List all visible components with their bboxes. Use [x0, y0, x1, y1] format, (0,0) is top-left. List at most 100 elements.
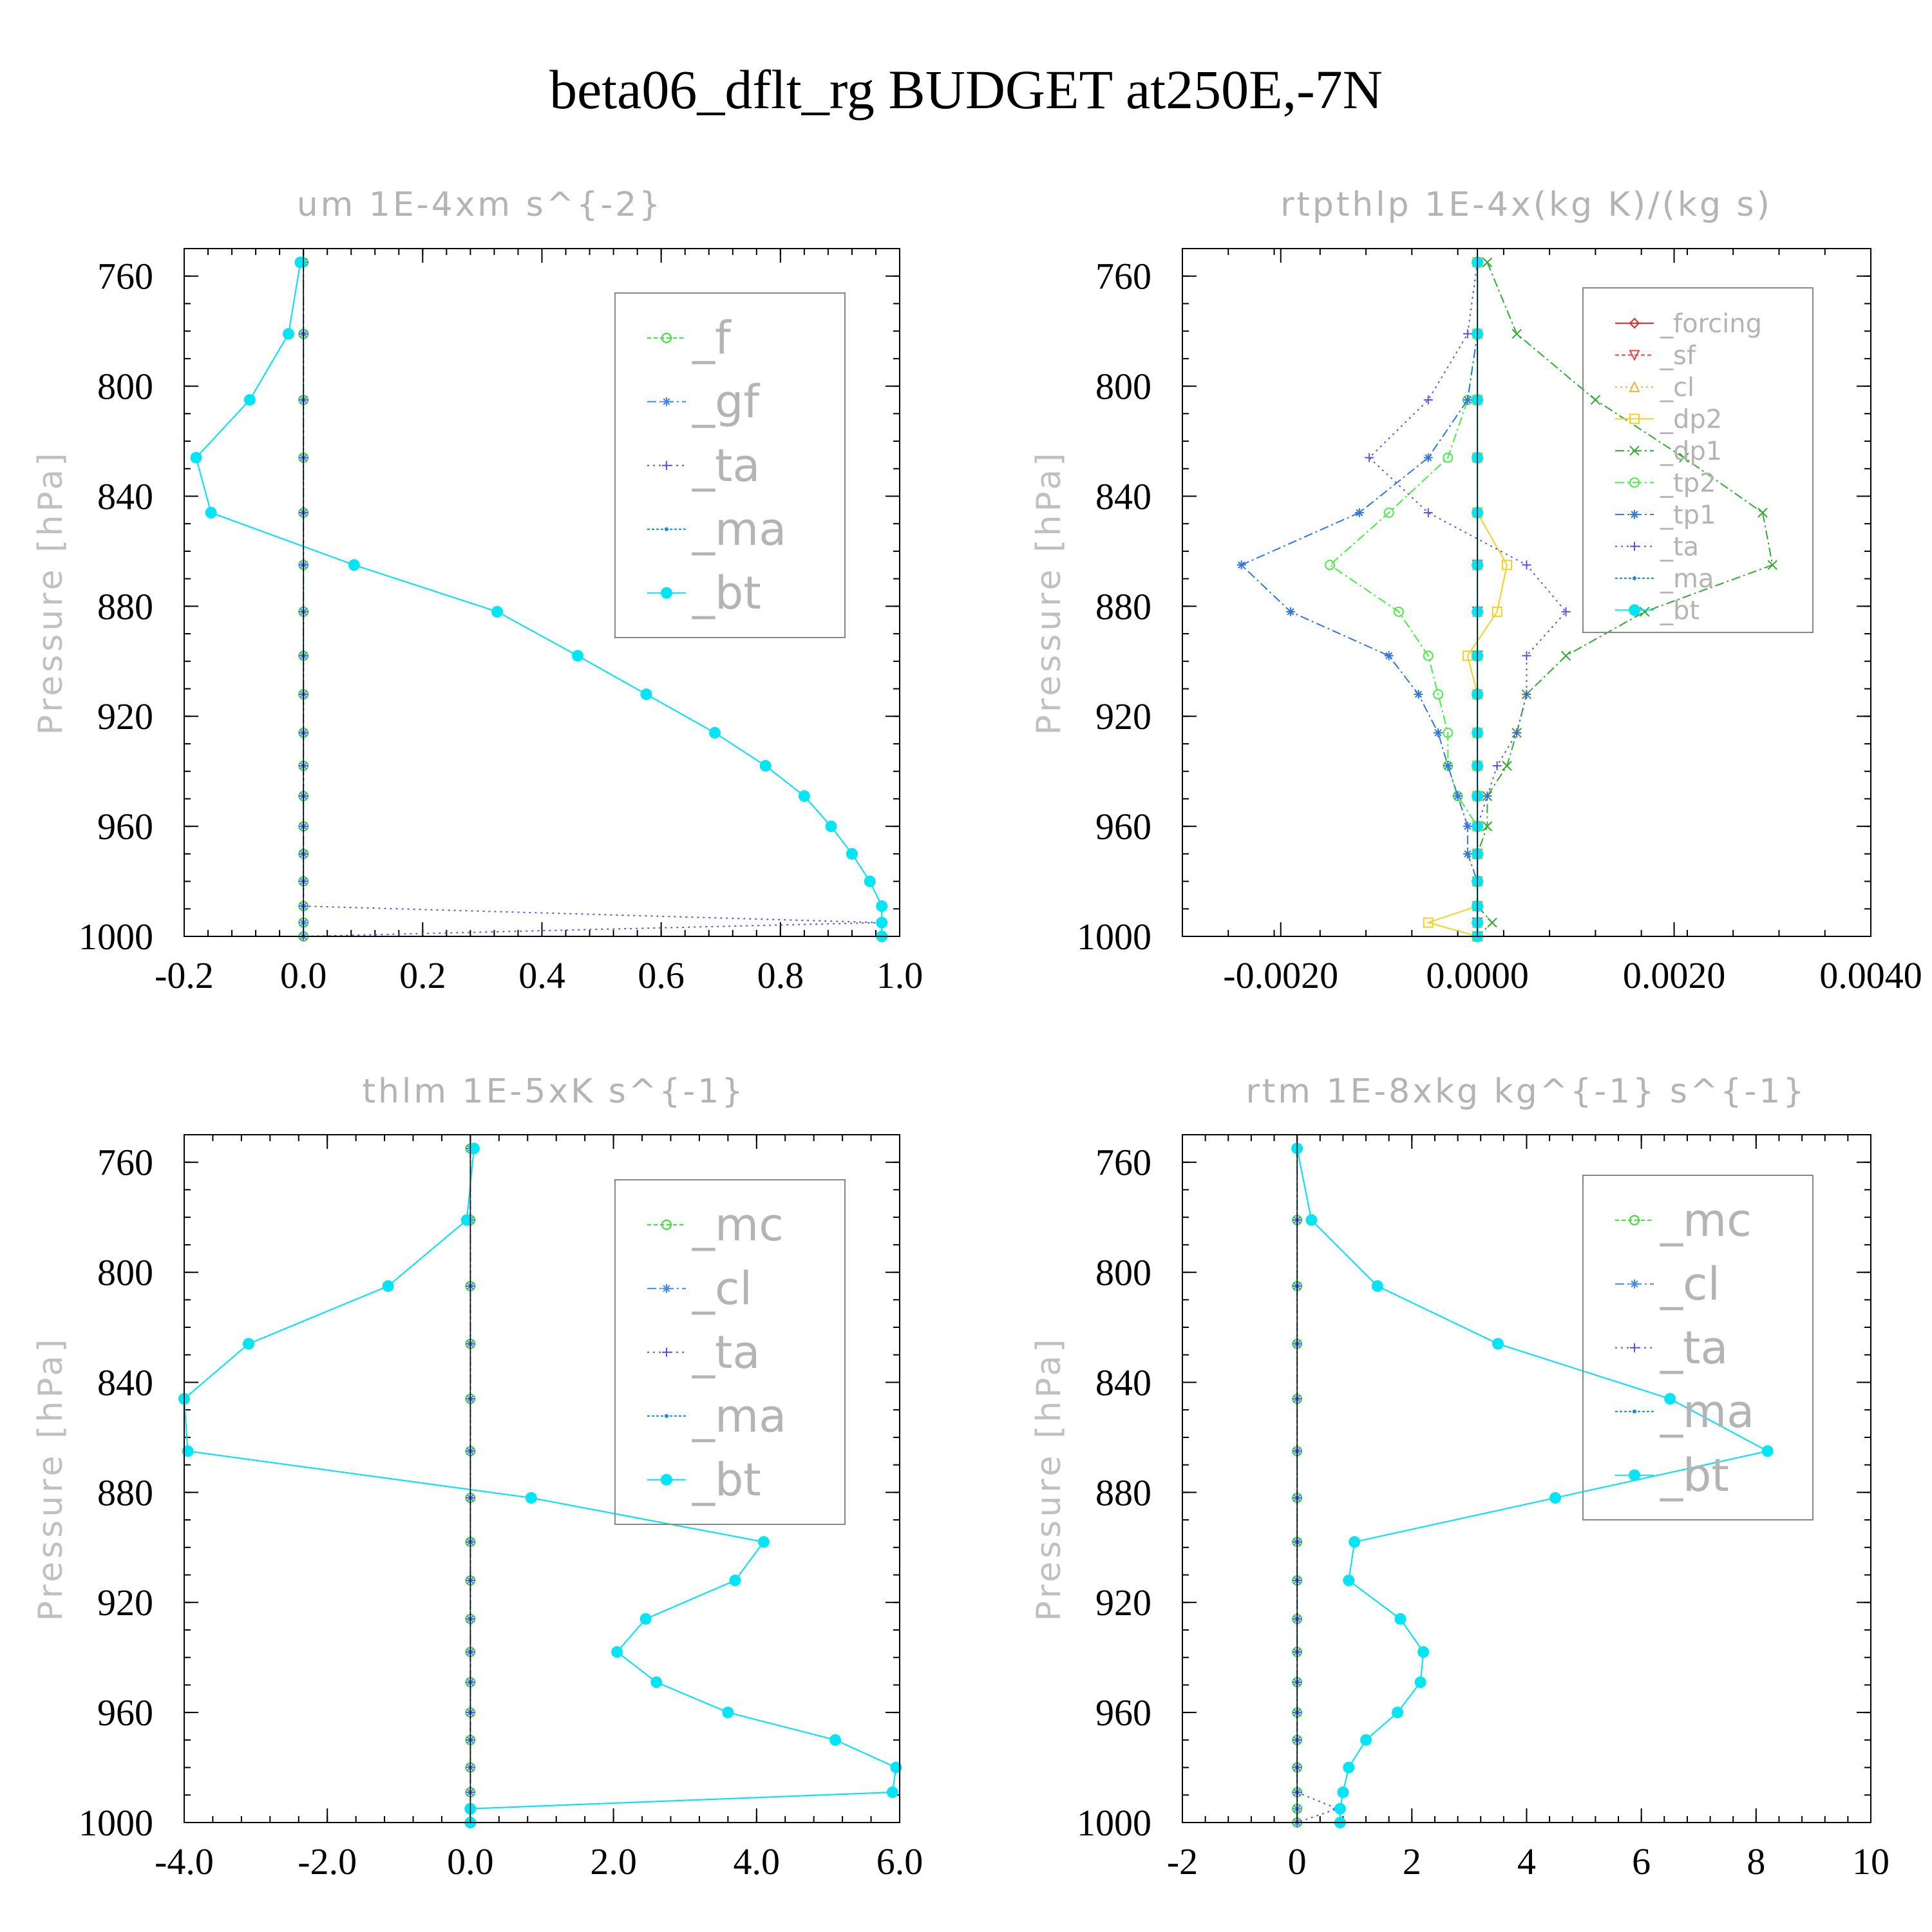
data-point — [1511, 328, 1522, 339]
data-point — [1560, 650, 1571, 661]
data-point — [864, 875, 876, 887]
y-tick-label: 880 — [1095, 1472, 1151, 1513]
x-tick-label: 0.0020 — [1623, 954, 1726, 996]
legend-marker — [665, 527, 668, 531]
panel-title: rtpthlp 1E-4x(kg K)/(kg s) — [1280, 185, 1772, 224]
legend-label: _bt — [1660, 1449, 1729, 1502]
legend-marker — [661, 587, 672, 599]
data-point — [572, 650, 584, 662]
legend-label: _ma — [692, 503, 786, 556]
legend-label: _bt — [692, 567, 761, 620]
legend-label: _cl — [1660, 1258, 1720, 1311]
y-tick-label: 880 — [97, 1472, 153, 1513]
legend: _mc _cl _ta _ma _bt — [614, 1179, 846, 1525]
data-point — [1501, 560, 1512, 571]
y-tick-label: 880 — [1095, 585, 1151, 627]
data-point — [1423, 453, 1433, 462]
data-point — [382, 1280, 394, 1292]
data-point — [1343, 1575, 1355, 1587]
legend-marker — [1629, 350, 1640, 361]
y-tick-label: 800 — [1095, 366, 1151, 408]
data-point — [829, 1734, 842, 1746]
data-point — [1383, 507, 1394, 518]
legend-marker — [1629, 1469, 1640, 1481]
series_bt — [190, 256, 888, 942]
x-tick-label: 0.4 — [518, 954, 565, 996]
legend-label: _cl — [692, 1262, 752, 1315]
x-tick-label: -2.0 — [298, 1841, 357, 1882]
y-tick-label: 840 — [1095, 1361, 1151, 1403]
x-tick-label: 8 — [1747, 1841, 1765, 1882]
y-tick-label: 960 — [1095, 1692, 1151, 1734]
data-point — [1492, 1338, 1504, 1350]
series_ma — [194, 260, 884, 938]
data-point — [1492, 761, 1502, 771]
legend-label: _mc — [1660, 1194, 1752, 1247]
x-tick-label: -0.2 — [155, 954, 214, 996]
data-point — [1417, 1646, 1430, 1658]
data-point — [825, 820, 837, 833]
panel-1: um 1E-4xm s^{-2} Pressure [hPa] -0.2 0.0 0.2… — [32, 185, 923, 996]
data-point — [1664, 1393, 1676, 1405]
legend-marker — [1633, 576, 1636, 580]
data-point — [1337, 1786, 1349, 1799]
data-point — [242, 1338, 254, 1350]
legend-label: _dp2 — [1660, 404, 1722, 434]
data-point — [1443, 727, 1454, 738]
data-point — [1325, 560, 1336, 571]
data-point — [1482, 257, 1493, 268]
x-tick-label: -4.0 — [155, 1841, 214, 1882]
figure-title: beta06_dflt_rg BUDGET at250E,-7N — [549, 59, 1383, 120]
x-tick-label: 10 — [1852, 1841, 1889, 1882]
data-point — [1463, 395, 1472, 404]
data-point — [283, 328, 295, 340]
plot-frame — [1182, 1134, 1871, 1823]
data-point — [1236, 560, 1246, 570]
panels: um 1E-4xm s^{-2} Pressure [hPa] -0.2 0.0 0.2… — [32, 185, 1922, 1882]
data-point — [729, 1575, 741, 1587]
legend-label: _ma — [1660, 564, 1714, 594]
data-point — [886, 1786, 898, 1799]
y-tick-label: 800 — [97, 1252, 153, 1294]
legend-marker — [1629, 317, 1640, 329]
series-line — [195, 262, 883, 936]
plot-frame — [184, 248, 900, 937]
series-line — [1329, 262, 1479, 936]
data-point — [1423, 917, 1434, 928]
y-tick-label: 840 — [97, 475, 153, 517]
data-point — [1423, 650, 1434, 661]
legend-marker — [1629, 413, 1640, 424]
data-point — [1394, 1613, 1406, 1625]
data-point — [1522, 690, 1531, 699]
legend-label: _tp2 — [1660, 468, 1716, 498]
legend-label: _f — [692, 312, 732, 365]
legend-marker — [1629, 446, 1640, 456]
y-tick-label: 760 — [97, 1142, 153, 1184]
x-tick-label: -2 — [1167, 1841, 1198, 1882]
legend-marker — [1629, 381, 1640, 392]
data-point — [1392, 1707, 1404, 1719]
panel-2: rtpthlp 1E-4x(kg K)/(kg s) Pressure [hPa]… — [1030, 185, 1922, 996]
series-line — [1296, 1148, 1340, 1823]
x-tick-label: 0.8 — [757, 954, 804, 996]
legend-label: _ta — [1660, 1321, 1728, 1374]
data-point — [757, 1536, 770, 1548]
series_tp1 — [1236, 258, 1482, 941]
y-tick-label: 960 — [97, 1692, 153, 1734]
data-point — [1305, 1214, 1318, 1226]
y-tick-label: 880 — [97, 585, 153, 627]
plot-frame — [1182, 248, 1871, 937]
legend-marker — [1630, 1279, 1639, 1289]
series-line — [183, 1148, 897, 1823]
legend-box — [614, 292, 846, 638]
data-point — [1761, 1445, 1774, 1457]
series_ma — [182, 1146, 898, 1824]
legend-label: _sf — [1660, 341, 1696, 370]
y-tick-label: 800 — [1095, 1252, 1151, 1294]
legend-marker — [1630, 542, 1639, 551]
data-point — [1512, 728, 1522, 737]
x-tick-label: 0.0040 — [1819, 954, 1922, 996]
data-point — [1522, 651, 1531, 661]
data-point — [611, 1646, 623, 1658]
